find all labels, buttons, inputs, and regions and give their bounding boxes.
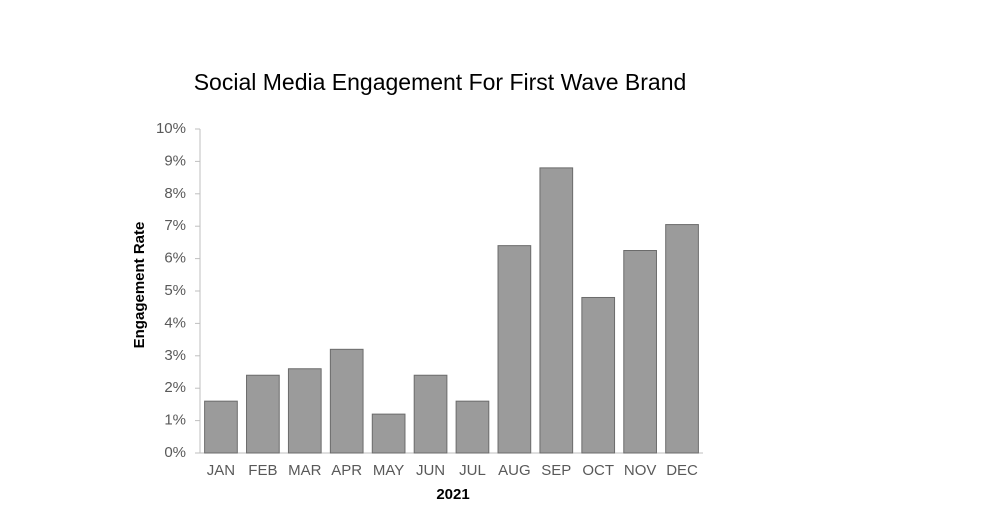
y-tick-label: 5% [164, 282, 186, 299]
chart-title: Social Media Engagement For First Wave B… [194, 69, 687, 95]
x-tick-label: APR [331, 462, 362, 479]
y-tick-label: 6% [164, 250, 186, 267]
bar [371, 413, 406, 454]
bar [246, 374, 280, 454]
bar [204, 400, 238, 454]
y-tick-label: 2% [164, 379, 186, 396]
bar [455, 400, 490, 454]
x-tick-label: OCT [582, 462, 614, 479]
bar [665, 224, 699, 454]
y-tick-label: 4% [164, 314, 186, 331]
bar [287, 368, 322, 454]
x-tick-label: JUL [459, 462, 486, 479]
x-tick-label: AUG [498, 462, 531, 479]
x-tick-label: DEC [666, 462, 698, 479]
y-tick-label: 3% [164, 347, 186, 364]
x-axis-label: 2021 [436, 486, 469, 503]
bar [497, 245, 532, 454]
y-tick-label: 8% [164, 185, 186, 202]
y-tick-label: 10% [156, 120, 186, 137]
x-tick-label: JAN [207, 462, 235, 479]
y-tick-label: 7% [164, 217, 186, 234]
bar [581, 296, 616, 454]
x-tick-label: NOV [624, 462, 657, 479]
x-tick-label: MAR [288, 462, 322, 479]
bar [413, 374, 448, 454]
x-tick-label: MAY [373, 462, 404, 479]
y-tick-label: 0% [164, 444, 186, 461]
bar [539, 167, 574, 454]
y-tick-label: 1% [164, 412, 186, 429]
x-tick-label: FEB [248, 462, 277, 479]
y-tick-label: 9% [164, 152, 186, 169]
bar [329, 348, 364, 454]
x-tick-label: JUN [416, 462, 445, 479]
y-axis-label: Engagement Rate [131, 222, 148, 349]
bar [623, 250, 657, 454]
x-tick-label: SEP [541, 462, 571, 479]
